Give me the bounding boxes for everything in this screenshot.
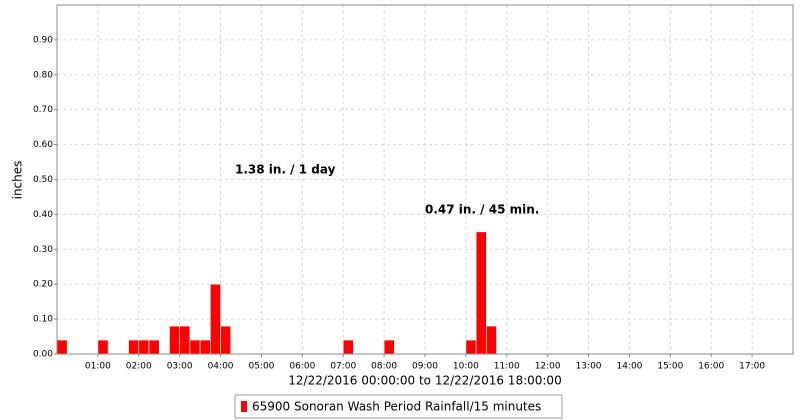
x-tick-label: 06:00 [289,362,315,372]
y-tick-label: 0.20 [33,280,53,290]
legend-label: 65900 Sonoran Wash Period Rainfall/15 mi… [252,400,541,414]
x-tick-label: 07:00 [330,362,356,372]
y-tick-label: 0.30 [33,245,53,255]
annotation: 1.38 in. / 1 day [235,163,336,177]
y-tick-label: 0.60 [33,140,53,150]
bar [486,325,497,355]
y-tick-label: 0.10 [33,315,53,325]
x-tick-label: 14:00 [616,362,642,372]
y-axis-label: inches [11,161,25,200]
annotation: 0.47 in. / 45 min. [425,203,539,217]
x-tick-label: 01:00 [85,362,111,372]
x-tick-label: 10:00 [453,362,479,372]
bar [465,339,477,355]
x-axis-label: 12/22/2016 00:00:00 to 12/22/2016 18:00:… [288,374,561,388]
bar [128,339,140,355]
bar [475,231,487,355]
bar [148,339,160,355]
y-tick-label: 0.40 [33,210,53,220]
x-tick-label: 09:00 [412,362,438,372]
x-tick-label: 15:00 [657,362,683,372]
bar [189,339,201,355]
bar [56,339,68,355]
plot-border [56,4,794,355]
x-tick-label: 08:00 [371,362,397,372]
x-tick-label: 12:00 [535,362,561,372]
x-tick-label: 05:00 [248,362,274,372]
x-tick-label: 17:00 [739,362,765,372]
bar [138,339,150,355]
y-tick-label: 0.50 [33,175,53,185]
bar [199,339,211,355]
x-tick-label: 04:00 [208,362,234,372]
legend [234,394,563,419]
bar [97,339,109,355]
bar [220,325,232,355]
y-tick-label: 0.70 [33,105,53,115]
bar [383,339,395,355]
x-tick-label: 11:00 [494,362,520,372]
bar [342,339,354,355]
bar [179,325,191,355]
y-tick-label: 0.80 [33,70,53,80]
x-tick-label: 16:00 [698,362,724,372]
y-tick-label: 0.00 [33,350,53,360]
legend-swatch [241,401,247,412]
bar [210,283,221,355]
bar [169,325,180,355]
x-tick-label: 03:00 [167,362,193,372]
y-tick-label: 0.90 [33,35,53,45]
x-tick-label: 02:00 [126,362,152,372]
x-tick-label: 13:00 [576,362,602,372]
